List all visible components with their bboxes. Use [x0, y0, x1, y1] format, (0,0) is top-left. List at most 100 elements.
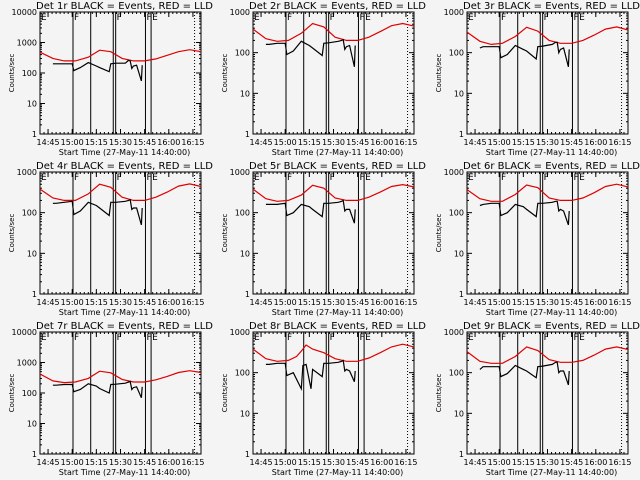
x-tick-label: 15:00	[488, 458, 511, 467]
attenuator-state-label: E	[254, 173, 260, 183]
y-tick-label: 10	[240, 409, 250, 418]
x-axis-label: Start Time (27-May-11 14:40:00)	[59, 468, 190, 477]
attenuator-state-label: E	[365, 333, 371, 343]
attenuator-state-label: E	[468, 173, 474, 183]
x-tick-label: 15:30	[109, 138, 132, 147]
y-tick-label: 1000	[444, 168, 464, 177]
x-tick-label: 15:45	[560, 458, 583, 467]
x-axis-label: Start Time (27-May-11 14:40:00)	[272, 148, 403, 157]
attenuator-state-label: E	[41, 13, 47, 23]
attenuator-state-label: F	[501, 333, 506, 343]
y-tick-label: 1000	[230, 168, 250, 177]
x-tick-label: 15:15	[512, 298, 535, 307]
panel-title: Det 8r BLACK = Events, RED = LLD	[249, 321, 426, 332]
attenuator-state-label: E	[579, 13, 585, 23]
events-series-line	[479, 200, 570, 226]
x-axis-label: Start Time (27-May-11 14:40:00)	[486, 148, 617, 157]
x-tick-label: 14:45	[37, 458, 60, 467]
attenuator-state-label: F	[330, 173, 335, 183]
detector-panel: Det 5r BLACK = Events, RED = LLD 1 10 100 10…	[221, 161, 426, 317]
y-tick-label: 1	[32, 450, 37, 459]
lld-series-line	[466, 183, 629, 202]
attenuator-state-label: E	[254, 333, 260, 343]
x-tick-label: 15:30	[322, 298, 345, 307]
y-tick-label: 100	[449, 49, 464, 58]
y-tick-label: 10	[240, 249, 250, 258]
x-tick-label: 15:45	[133, 458, 156, 467]
lld-series-line	[252, 183, 415, 202]
plot-frame	[39, 171, 202, 295]
x-tick-label: 15:00	[274, 298, 297, 307]
plot-frame	[466, 171, 629, 295]
y-tick-label: 1000	[17, 39, 37, 48]
panel-title: Det 3r BLACK = Events, RED = LLD	[463, 1, 640, 12]
x-axis-label: Start Time (27-May-11 14:40:00)	[486, 308, 617, 317]
attenuator-state-label: F	[287, 333, 292, 343]
panel-title: Det 1r BLACK = Events, RED = LLD	[36, 1, 213, 12]
x-tick-label: 16:15	[608, 298, 631, 307]
attenuator-state-label: F	[117, 333, 122, 343]
attenuator-state-label: F	[359, 333, 364, 343]
y-tick-label: 10000	[12, 328, 37, 337]
y-tick-label: 100	[22, 209, 37, 218]
plot-frame	[39, 11, 202, 135]
y-tick-label: 1000	[17, 359, 37, 368]
y-tick-label: 1	[459, 130, 464, 139]
attenuator-state-label: F	[544, 13, 549, 23]
panel-title: Det 2r BLACK = Events, RED = LLD	[249, 1, 426, 12]
attenuator-state-label: F	[501, 173, 506, 183]
x-tick-label: 15:00	[61, 138, 84, 147]
y-tick-label: 10	[27, 100, 37, 109]
x-tick-label: 15:45	[346, 298, 369, 307]
panel-title: Det 6r BLACK = Events, RED = LLD	[463, 161, 640, 172]
x-tick-label: 16:15	[394, 138, 417, 147]
y-tick-label: 100	[449, 369, 464, 378]
attenuator-state-label: E	[152, 333, 158, 343]
x-tick-label: 15:00	[61, 458, 84, 467]
y-tick-label: 1	[459, 450, 464, 459]
events-series-line	[479, 41, 570, 67]
x-tick-label: 15:30	[322, 138, 345, 147]
x-tick-label: 15:45	[346, 458, 369, 467]
x-tick-label: 15:15	[512, 458, 535, 467]
x-axis-label: Start Time (27-May-11 14:40:00)	[59, 148, 190, 157]
y-tick-label: 1	[32, 290, 37, 299]
x-tick-label: 16:00	[370, 298, 393, 307]
y-tick-label: 10	[27, 249, 37, 258]
y-tick-label: 1000	[17, 168, 37, 177]
plot-frame	[252, 171, 415, 295]
x-tick-label: 16:15	[181, 138, 204, 147]
attenuator-state-label: E	[152, 173, 158, 183]
panel-title: Det 5r BLACK = Events, RED = LLD	[249, 161, 426, 172]
x-tick-label: 16:15	[181, 298, 204, 307]
y-tick-label: 1	[32, 130, 37, 139]
y-tick-label: 10	[454, 89, 464, 98]
detector-panel: Det 4r BLACK = Events, RED = LLD 1 10 100 10…	[8, 161, 213, 317]
attenuator-state-label: E	[579, 333, 585, 343]
y-tick-label: 100	[22, 69, 37, 78]
y-axis-label: Counts/sec	[8, 374, 16, 413]
attenuator-state-label: F	[330, 13, 335, 23]
attenuator-state-label: F	[573, 173, 578, 183]
attenuator-state-label: F	[287, 173, 292, 183]
x-tick-label: 16:00	[584, 458, 607, 467]
x-tick-label: 14:45	[464, 298, 487, 307]
events-series-line	[265, 38, 356, 67]
attenuator-state-label: F	[74, 173, 79, 183]
attenuator-state-label: F	[544, 333, 549, 343]
y-tick-label: 10	[240, 89, 250, 98]
x-tick-label: 15:00	[61, 298, 84, 307]
y-tick-label: 100	[449, 209, 464, 218]
y-tick-label: 100	[235, 369, 250, 378]
plot-frame	[252, 331, 415, 455]
y-tick-label: 100	[22, 389, 37, 398]
x-tick-label: 14:45	[464, 138, 487, 147]
attenuator-state-label: F	[146, 333, 151, 343]
x-tick-label: 15:45	[346, 138, 369, 147]
attenuator-state-label: F	[74, 333, 79, 343]
x-axis-label: Start Time (27-May-11 14:40:00)	[486, 468, 617, 477]
lld-series-line	[39, 370, 202, 384]
y-axis-label: Counts/sec	[221, 374, 229, 413]
attenuator-state-label: F	[117, 173, 122, 183]
